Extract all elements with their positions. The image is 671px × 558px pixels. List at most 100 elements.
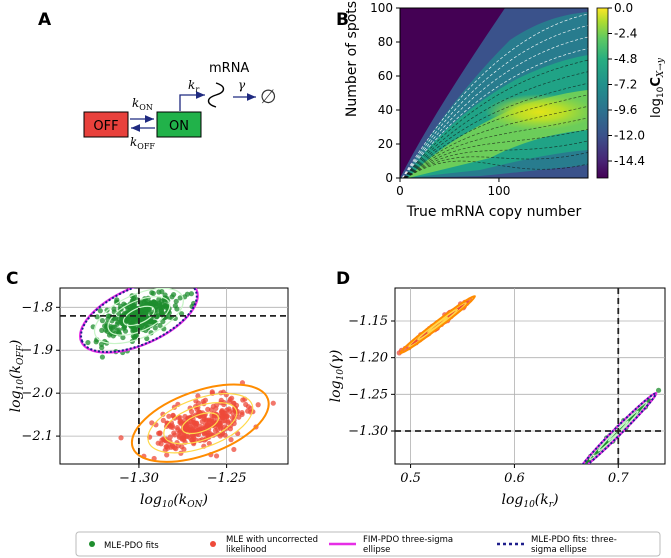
mle-pdo-point xyxy=(120,334,126,341)
panel-d-scatter: 0.5 0.6 0.7−1.15−1.20−1.25−1.30 log10(kr) … xyxy=(328,287,666,510)
legend-item-mle-ellipse-line2: sigma ellipse xyxy=(531,545,587,555)
colorbar-tick-label: -2.4 xyxy=(614,27,637,41)
legend-item-fim-line1: FIM-PDO three-sigma xyxy=(363,535,453,545)
mle-pdo-point xyxy=(99,327,105,333)
gene-schematic: OFF ON kON kOFF kr mRNA γ ∅ xyxy=(83,61,277,151)
mle-three-sigma-ellipse xyxy=(80,288,198,353)
panel-c-points xyxy=(85,289,276,462)
colorbar-tick-label: -12.0 xyxy=(614,129,645,143)
mle-pdo-point xyxy=(99,318,106,324)
mle-pdo-point xyxy=(655,387,662,393)
mle-pdo-point xyxy=(128,316,134,322)
legend-item-uncorrected-line2: likelihood xyxy=(226,545,266,555)
y-tick-label: −1.9 xyxy=(21,343,53,358)
heatmap-peak xyxy=(485,94,588,130)
heatmap-y-tick-label: 40 xyxy=(378,103,393,117)
mle-pdo-point xyxy=(144,301,150,307)
panel-b-heatmap: 0 20 40 60 80 100 0 100 Number of spots True mR… xyxy=(344,1,666,220)
colorbar-tick-label: 0.0 xyxy=(614,1,633,15)
panel-letter-c: C xyxy=(6,269,18,289)
y-tick-label: −2.0 xyxy=(21,386,53,401)
panel-d-ellipses xyxy=(399,295,658,464)
mle-pdo-point xyxy=(156,301,162,307)
uncorrected-point xyxy=(200,398,206,405)
panel-c-true-values xyxy=(60,288,288,464)
y-tick-label: −2.1 xyxy=(21,429,53,444)
uncorrected-point xyxy=(230,410,236,416)
heatmap-contour-line xyxy=(404,105,588,178)
y-tick-label: −1.8 xyxy=(21,300,53,315)
uncorrected-point xyxy=(227,396,233,403)
mle-pdo-point xyxy=(113,315,119,321)
on-state-label: ON xyxy=(169,119,189,134)
contour-ellipse xyxy=(163,402,238,445)
panel-letter-b: B xyxy=(336,10,349,30)
heatmap-contour-line xyxy=(402,48,588,178)
heatmap-contour-line xyxy=(403,71,588,178)
panel-d-frame xyxy=(394,287,666,465)
x-tick-label: 0.7 xyxy=(608,471,629,486)
k-r-label: kr xyxy=(188,78,200,94)
uncorrected-point xyxy=(239,411,245,418)
mle-pdo-point xyxy=(174,306,180,312)
heatmap-axes: 0 20 40 60 80 100 0 100 xyxy=(370,1,510,198)
y-tick-label: −1.25 xyxy=(348,387,388,402)
y-tick-label: −1.20 xyxy=(348,351,388,366)
mle-pdo-point xyxy=(149,290,155,296)
uncorrected-point xyxy=(245,408,251,414)
mle-pdo-point xyxy=(106,332,113,338)
uncorrected-point xyxy=(170,413,176,419)
mle-pdo-point xyxy=(99,354,106,360)
mle-pdo-point xyxy=(158,307,165,313)
uncorrected-point xyxy=(213,405,219,412)
uncorrected-point xyxy=(206,440,212,447)
legend-item-mle-pdo: MLE-PDO fits xyxy=(104,541,159,551)
x-tick-label: −1.30 xyxy=(119,471,159,486)
heatmap-contour-line xyxy=(402,59,588,178)
mle-pdo-point xyxy=(184,291,191,297)
uncorrected-point xyxy=(155,440,161,446)
mle-pdo-point xyxy=(144,335,150,342)
contour-ellipse xyxy=(417,308,459,341)
heatmap-contour-line xyxy=(401,13,588,178)
uncorrected-point xyxy=(209,389,215,395)
uncorrected-point xyxy=(193,423,199,429)
panel-d-y-label: log10(γ) xyxy=(328,350,346,403)
legend-item-uncorrected-line1: MLE with uncorrected xyxy=(226,535,318,545)
mle-pdo-point xyxy=(178,311,185,317)
mle-pdo-point xyxy=(121,324,128,330)
uncorrected-point xyxy=(164,452,170,458)
heatmap-contour-line xyxy=(402,25,588,178)
mle-three-sigma-ellipse xyxy=(579,392,657,464)
mle-pdo-point xyxy=(177,295,183,301)
colorbar-tick-label: -7.2 xyxy=(614,78,637,92)
uncorrected-point xyxy=(205,406,211,412)
heatmap-frame xyxy=(399,7,589,179)
contour-ellipse xyxy=(93,288,184,345)
heatmap-x-label: True mRNA copy number xyxy=(406,204,582,220)
uncorrected-point xyxy=(255,402,261,408)
mle-pdo-point xyxy=(159,289,165,295)
mle-pdo-point xyxy=(169,294,175,300)
heatmap-y-tick-label: 20 xyxy=(378,137,393,151)
panel-c-frame xyxy=(59,287,289,465)
uncorrected-point xyxy=(172,432,178,438)
uncorrected-three-sigma-ellipse xyxy=(399,295,476,355)
heatmap-contour-line xyxy=(405,152,588,178)
uncorrected-point xyxy=(170,443,176,449)
heatmap-y-label: Number of spots xyxy=(344,1,360,117)
mle-pdo-point xyxy=(105,313,111,319)
heatmap-contour-line xyxy=(405,160,588,178)
uncorrected-point xyxy=(227,426,234,432)
heatmap-x-tick-label: 100 xyxy=(487,184,510,198)
uncorrected-three-sigma-ellipse xyxy=(130,383,270,463)
uncorrected-point xyxy=(201,413,207,419)
heatmap-y-tick-label: 100 xyxy=(370,1,393,15)
panel-c-scatter: −1.30 −1.25 −1.8 −1.9 −2.0 −2.1 log10(kON) lo… xyxy=(8,287,289,510)
uncorrected-point xyxy=(204,422,210,428)
uncorrected-point xyxy=(166,441,172,447)
contour-ellipse xyxy=(147,392,254,454)
mle-pdo-point xyxy=(157,322,163,329)
uncorrected-point xyxy=(231,446,237,453)
heatmap-contour-line xyxy=(402,36,588,178)
